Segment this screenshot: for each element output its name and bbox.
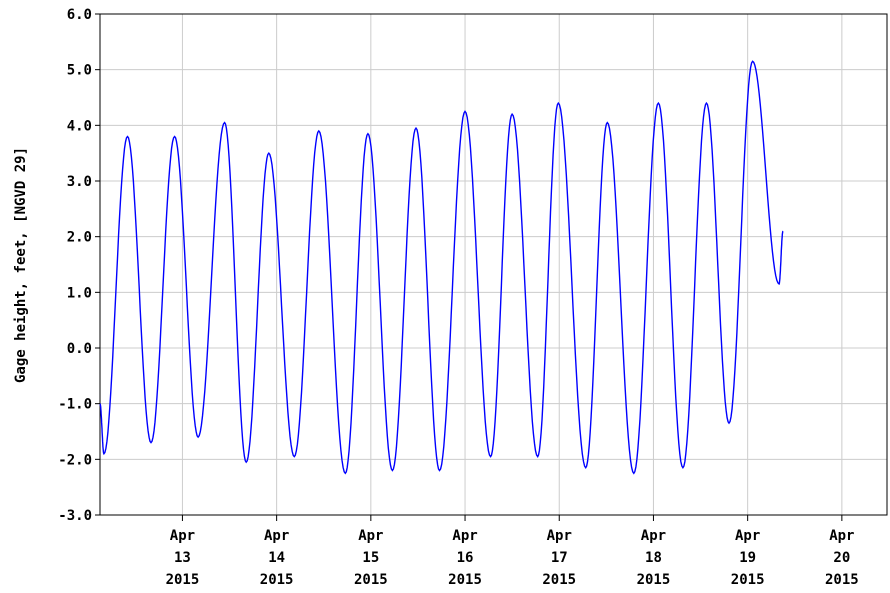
x-tick-day: 15 xyxy=(362,550,379,566)
y-tick-label: 4.0 xyxy=(67,118,92,134)
x-tick-month: Apr xyxy=(829,528,854,544)
y-tick-label: -3.0 xyxy=(58,508,92,524)
y-tick-label: 1.0 xyxy=(67,285,92,301)
x-tick-month: Apr xyxy=(547,528,572,544)
x-tick-year: 2015 xyxy=(731,572,765,588)
gage-height-line xyxy=(99,60,784,475)
x-tick-year: 2015 xyxy=(825,572,859,588)
x-tick-label: Apr 13 2015 xyxy=(166,528,200,588)
x-tick-year: 2015 xyxy=(166,572,200,588)
x-tick-day: 18 xyxy=(645,550,662,566)
x-tick-year: 2015 xyxy=(637,572,671,588)
y-tick-label: 5.0 xyxy=(67,63,92,79)
x-tick-label: Apr 14 2015 xyxy=(260,528,294,588)
x-tick-month: Apr xyxy=(170,528,195,544)
x-tick-month: Apr xyxy=(641,528,666,544)
x-tick-month: Apr xyxy=(358,528,383,544)
x-tick-month: Apr xyxy=(735,528,760,544)
y-axis-label: Gage height, feet, [NGVD 29] xyxy=(13,147,29,383)
y-tick-label: -1.0 xyxy=(58,397,92,413)
x-axis-ticks: Apr 13 2015 Apr 14 2015 Apr 15 2015 Apr 16 2015 Apr 1… xyxy=(166,515,859,588)
y-axis-ticks: 6.0 5.0 4.0 3.0 2.0 1.0 0.0 -1.0 -2.0 -3.0 xyxy=(58,7,100,524)
x-tick-day: 14 xyxy=(268,550,285,566)
x-tick-label: Apr 18 2015 xyxy=(637,528,671,588)
x-tick-day: 20 xyxy=(833,550,850,566)
y-tick-label: 3.0 xyxy=(67,174,92,190)
x-tick-day: 13 xyxy=(174,550,191,566)
x-tick-year: 2015 xyxy=(542,572,576,588)
x-tick-day: 17 xyxy=(551,550,568,566)
x-tick-label: Apr 17 2015 xyxy=(542,528,576,588)
y-tick-label: -2.0 xyxy=(58,452,92,468)
x-tick-day: 16 xyxy=(457,550,474,566)
x-tick-month: Apr xyxy=(452,528,477,544)
x-tick-label: Apr 15 2015 xyxy=(354,528,388,588)
x-tick-label: Apr 20 2015 xyxy=(825,528,859,588)
x-tick-year: 2015 xyxy=(448,572,482,588)
x-tick-month: Apr xyxy=(264,528,289,544)
y-tick-label: 6.0 xyxy=(67,7,92,23)
y-tick-label: 2.0 xyxy=(67,230,92,246)
x-tick-label: Apr 19 2015 xyxy=(731,528,765,588)
x-tick-label: Apr 16 2015 xyxy=(448,528,482,588)
y-tick-label: 0.0 xyxy=(67,341,92,357)
x-tick-year: 2015 xyxy=(260,572,294,588)
x-tick-day: 19 xyxy=(739,550,756,566)
x-tick-year: 2015 xyxy=(354,572,388,588)
plot-frame xyxy=(99,13,888,516)
grid-lines xyxy=(100,13,887,516)
